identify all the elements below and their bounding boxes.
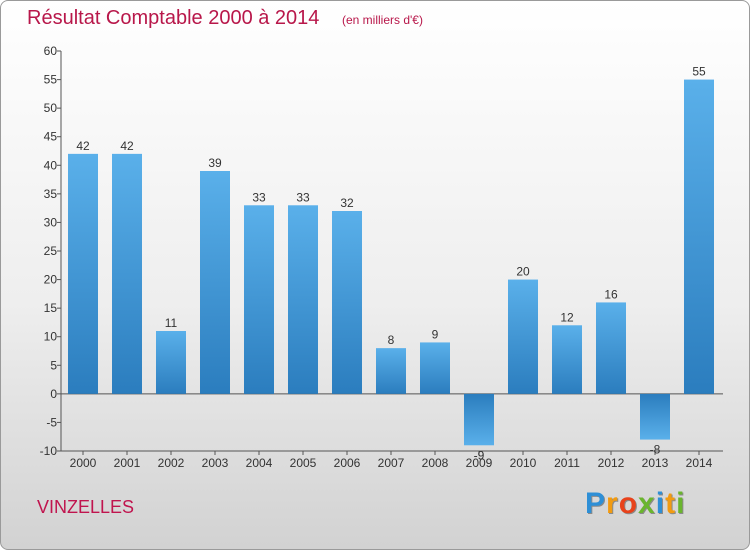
bar: [376, 348, 406, 394]
bar: [684, 79, 714, 394]
y-tick-label: 55: [44, 73, 58, 87]
proxiti-logo: Proxiti: [585, 487, 685, 521]
y-tick-label: -10: [40, 444, 58, 458]
chart-subtitle: (en milliers d'€): [342, 13, 423, 27]
bar: [464, 393, 494, 446]
bar: [200, 171, 230, 394]
bar: [112, 153, 142, 394]
x-tick-label: 2012: [598, 456, 625, 470]
y-tick-label: 60: [44, 44, 58, 58]
bar: [156, 331, 186, 394]
data-label: 11: [165, 316, 178, 330]
data-label: 33: [252, 190, 266, 204]
data-label: 39: [208, 156, 222, 170]
y-tick-label: 40: [44, 158, 58, 172]
y-tick-label: 50: [44, 101, 58, 115]
logo-letter: x: [638, 487, 656, 520]
data-label: 55: [692, 65, 706, 79]
y-tick-label: -5: [46, 415, 57, 429]
logo-letter: i: [676, 487, 686, 520]
x-tick-label: 2010: [510, 456, 537, 470]
x-tick-label: 2011: [554, 456, 580, 470]
x-tick-label: 2008: [422, 456, 449, 470]
bar: [244, 205, 274, 394]
x-tick-label: 2002: [158, 456, 185, 470]
bar: [596, 302, 626, 394]
data-label: 33: [296, 190, 310, 204]
logo-letter: P: [585, 487, 607, 520]
x-tick-label: 2009: [466, 456, 493, 470]
y-tick-label: 30: [44, 215, 58, 229]
bar: [332, 211, 362, 394]
x-tick-label: 2006: [334, 456, 361, 470]
data-label: 9: [432, 327, 439, 341]
y-tick-label: 0: [50, 387, 57, 401]
x-tick-label: 2001: [114, 456, 141, 470]
logo-letter: t: [665, 487, 677, 520]
x-tick-label: 2004: [246, 456, 273, 470]
y-tick-label: 10: [44, 330, 58, 344]
bar: [420, 342, 450, 394]
y-tick-label: 20: [44, 273, 58, 287]
data-label: 42: [120, 139, 134, 153]
y-tick-label: 45: [44, 130, 58, 144]
x-tick-label: 2000: [70, 456, 97, 470]
bar: [640, 393, 670, 440]
y-tick-label: 35: [44, 187, 58, 201]
bar: [508, 279, 538, 394]
x-tick-label: 2003: [202, 456, 229, 470]
data-label: -8: [650, 443, 661, 457]
logo-letter: r: [606, 487, 619, 520]
data-label: 20: [516, 265, 530, 279]
data-label: 12: [560, 310, 574, 324]
chart-title: Résultat Comptable 2000 à 2014: [27, 7, 320, 29]
data-label: 16: [604, 287, 618, 301]
bar: [288, 205, 318, 394]
logo-letter: o: [618, 487, 639, 520]
logo-letter: i: [655, 487, 666, 520]
bar: [552, 325, 582, 394]
x-tick-label: 2007: [378, 456, 405, 470]
data-label: 42: [76, 139, 90, 153]
x-tick-label: 2005: [290, 456, 317, 470]
data-label: -9: [474, 448, 485, 462]
commune-name: VINZELLES: [37, 497, 135, 517]
bar: [68, 153, 98, 394]
y-tick-label: 5: [50, 358, 57, 372]
data-label: 8: [388, 333, 395, 347]
y-tick-label: 15: [44, 301, 58, 315]
y-tick-label: 25: [44, 244, 58, 258]
data-label: 32: [340, 196, 354, 210]
x-tick-label: 2014: [686, 456, 713, 470]
x-tick-label: 2013: [642, 456, 669, 470]
